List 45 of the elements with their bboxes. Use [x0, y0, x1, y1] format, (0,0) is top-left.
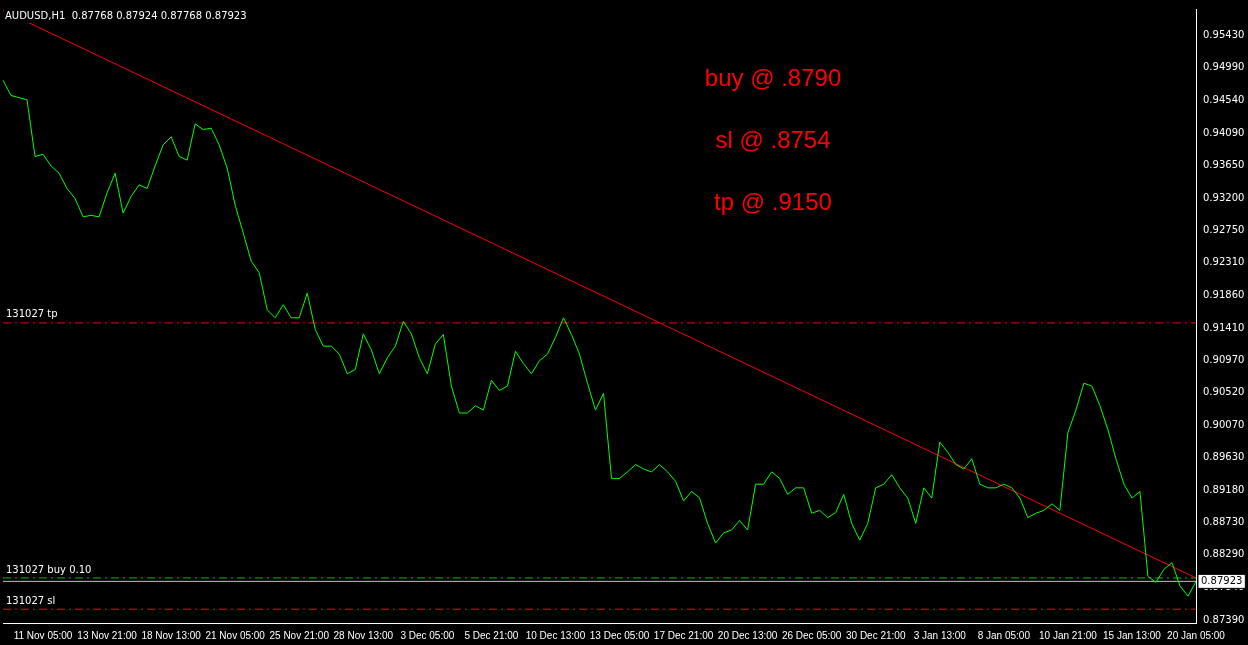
y-tick-label: 0.89630 — [1203, 450, 1245, 462]
x-tick-label: 11 Nov 05:00 — [13, 629, 73, 641]
x-tick-label: 30 Dec 21:00 — [845, 629, 906, 641]
y-tick-label: 0.93200 — [1203, 191, 1245, 203]
x-tick-label: 13 Nov 21:00 — [77, 629, 138, 641]
x-tick-label: 10 Jan 21:00 — [1038, 629, 1098, 641]
y-tick-label: 0.88730 — [1203, 516, 1245, 528]
x-tick-label: 8 Jan 05:00 — [977, 629, 1031, 641]
y-tick-label: 0.90970 — [1203, 353, 1245, 365]
x-tick-label: 3 Dec 05:00 — [400, 629, 455, 641]
ref-line-label: 0.87923 — [1201, 574, 1243, 586]
x-tick-label: 3 Jan 13:00 — [913, 629, 967, 641]
ref-line-label: 131027 sl — [6, 594, 56, 606]
y-tick-label: 0.89180 — [1203, 483, 1245, 495]
x-tick-label: 20 Jan 05:00 — [1167, 629, 1226, 641]
x-tick-label: 10 Dec 13:00 — [525, 629, 586, 641]
chart-title: AUDUSD,H1 0.87768 0.87924 0.87768 0.87923 — [5, 9, 247, 21]
y-tick-label: 0.94090 — [1203, 126, 1245, 138]
y-tick-label: 0.92310 — [1203, 256, 1245, 268]
y-tick-label: 0.91860 — [1203, 288, 1245, 300]
x-tick-label: 18 Nov 13:00 — [141, 629, 202, 641]
ref-line-label: 131027 tp — [6, 308, 58, 320]
annotation: buy @ .8790 — [704, 63, 842, 91]
annotation: tp @ .9150 — [714, 187, 832, 215]
x-tick-label: 20 Dec 13:00 — [717, 629, 778, 641]
x-tick-label: 26 Dec 05:00 — [781, 629, 842, 641]
y-tick-label: 0.87390 — [1203, 613, 1245, 625]
y-tick-label: 0.93650 — [1203, 158, 1245, 170]
x-tick-label: 5 Dec 21:00 — [464, 629, 519, 641]
y-tick-label: 0.92750 — [1203, 224, 1245, 236]
x-tick-label: 15 Jan 13:00 — [1103, 629, 1162, 641]
ref-line-label: 131027 buy 0.10 — [6, 563, 92, 575]
x-tick-label: 25 Nov 21:00 — [269, 629, 330, 641]
y-tick-label: 0.90520 — [1203, 386, 1245, 398]
y-tick-label: 0.90070 — [1203, 418, 1245, 430]
y-tick-label: 0.94990 — [1203, 61, 1245, 73]
x-tick-label: 13 Dec 05:00 — [589, 629, 650, 641]
y-tick-label: 0.88290 — [1203, 548, 1245, 560]
x-tick-label: 28 Nov 13:00 — [333, 629, 394, 641]
x-tick-label: 21 Nov 05:00 — [205, 629, 266, 641]
y-tick-label: 0.95430 — [1203, 29, 1245, 41]
y-tick-label: 0.91410 — [1203, 321, 1245, 333]
y-tick-label: 0.94540 — [1203, 94, 1245, 106]
annotation: sl @ .8754 — [715, 125, 831, 153]
x-tick-label: 17 Dec 21:00 — [653, 629, 714, 641]
